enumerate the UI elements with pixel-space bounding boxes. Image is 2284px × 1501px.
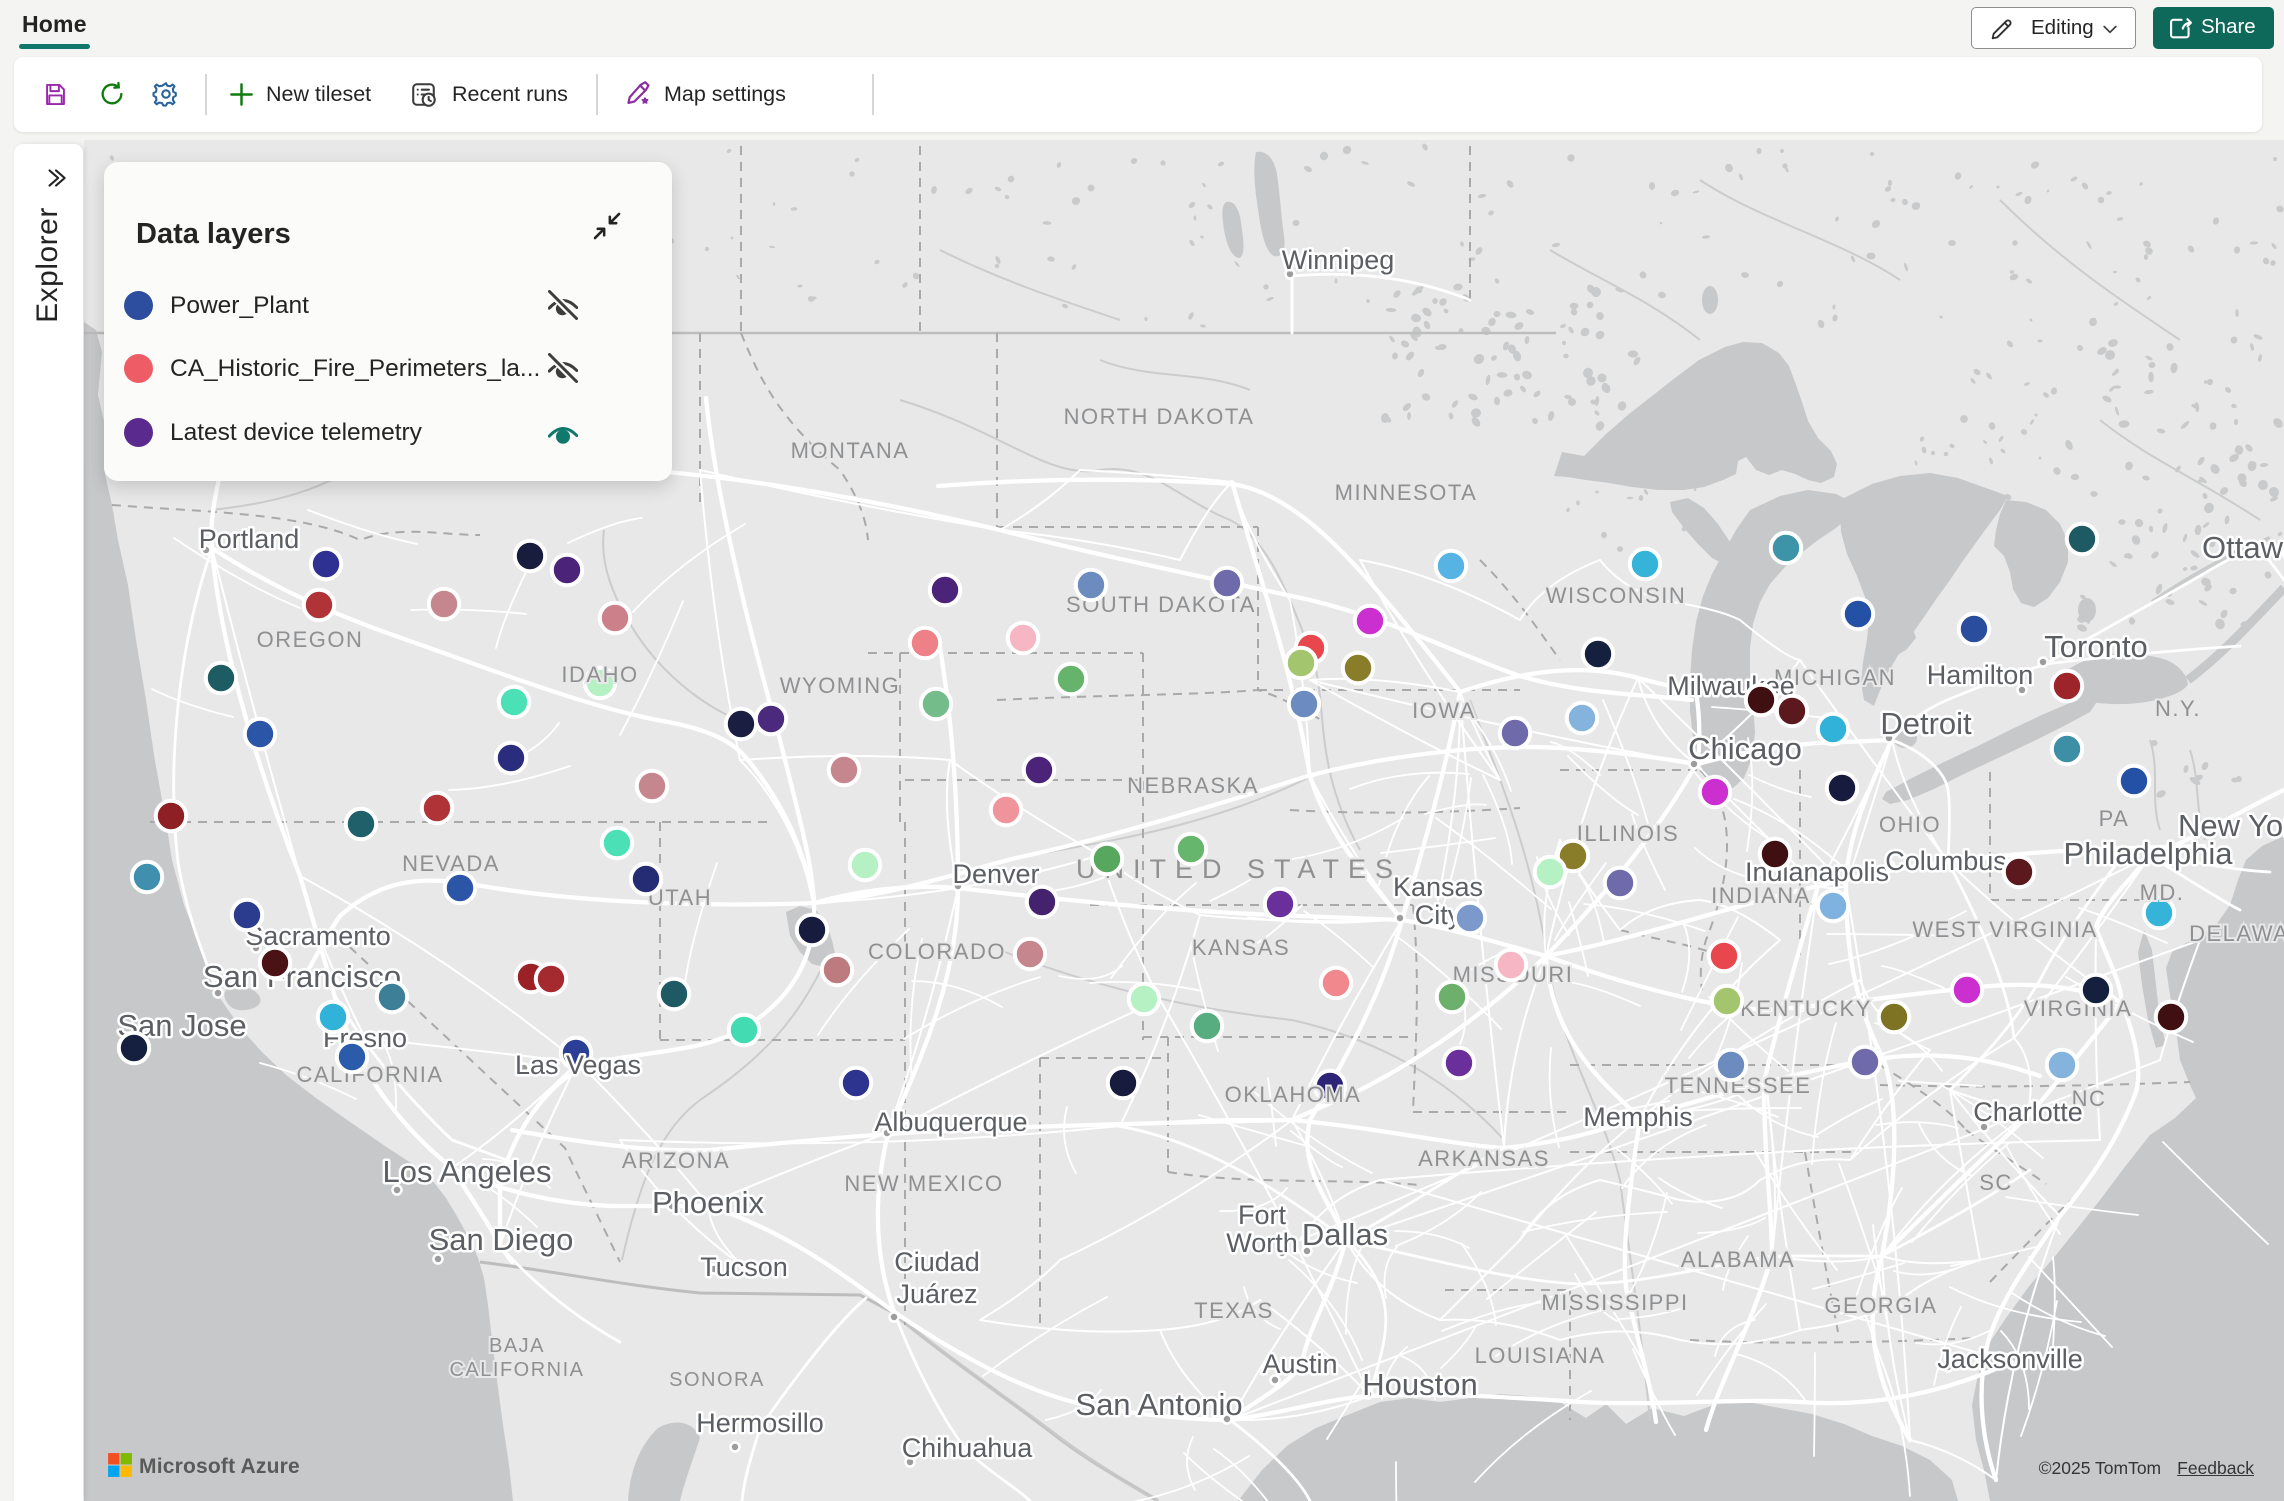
svg-text:Detroit: Detroit xyxy=(1880,706,1972,741)
svg-text:NC: NC xyxy=(2072,1086,2107,1111)
svg-text:Hermosillo: Hermosillo xyxy=(696,1408,824,1438)
svg-text:New York: New York xyxy=(2178,808,2284,843)
svg-text:Sacramento: Sacramento xyxy=(245,921,391,951)
svg-text:Charlotte: Charlotte xyxy=(1973,1097,2083,1127)
svg-text:SONORA: SONORA xyxy=(669,1369,765,1391)
svg-text:CALIFORNIA: CALIFORNIA xyxy=(449,1359,584,1381)
svg-text:UNITED STATES: UNITED STATES xyxy=(1076,854,1402,884)
svg-text:Dallas: Dallas xyxy=(1302,1217,1388,1252)
svg-text:NEW MEXICO: NEW MEXICO xyxy=(844,1171,1003,1196)
svg-text:VIRGINIA: VIRGINIA xyxy=(2024,996,2133,1021)
svg-text:COLORADO: COLORADO xyxy=(868,939,1006,964)
svg-text:Jacksonville: Jacksonville xyxy=(1937,1344,2083,1374)
svg-text:GEORGIA: GEORGIA xyxy=(1824,1293,1937,1318)
svg-text:OREGON: OREGON xyxy=(257,627,364,652)
svg-text:ALABAMA: ALABAMA xyxy=(1681,1247,1795,1272)
svg-text:Albuquerque: Albuquerque xyxy=(874,1107,1027,1137)
svg-text:WYOMING: WYOMING xyxy=(780,673,901,698)
svg-text:PA: PA xyxy=(2099,806,2130,831)
svg-text:DELAWARE: DELAWARE xyxy=(2189,921,2284,946)
svg-text:ARIZONA: ARIZONA xyxy=(622,1148,730,1173)
svg-text:LOUISIANA: LOUISIANA xyxy=(1475,1343,1606,1368)
svg-text:MD.: MD. xyxy=(2140,880,2185,905)
svg-text:Houston: Houston xyxy=(1362,1367,1477,1402)
svg-text:OKLAHOMA: OKLAHOMA xyxy=(1225,1082,1362,1107)
svg-text:MINNESOTA: MINNESOTA xyxy=(1335,480,1478,505)
svg-text:Worth: Worth xyxy=(1226,1228,1298,1258)
svg-text:N.Y.: N.Y. xyxy=(2155,696,2201,721)
svg-text:San Antonio: San Antonio xyxy=(1075,1387,1242,1422)
svg-text:Memphis: Memphis xyxy=(1583,1102,1693,1132)
svg-text:TEXAS: TEXAS xyxy=(1194,1298,1274,1323)
svg-text:Austin: Austin xyxy=(1262,1349,1337,1379)
svg-text:Winnipeg: Winnipeg xyxy=(1282,245,1395,275)
svg-text:ILLINOIS: ILLINOIS xyxy=(1577,821,1679,846)
svg-text:MICHIGAN: MICHIGAN xyxy=(1774,665,1896,690)
svg-text:CALIFORNIA: CALIFORNIA xyxy=(296,1062,443,1087)
svg-text:NEVADA: NEVADA xyxy=(402,851,500,876)
svg-text:Toronto: Toronto xyxy=(2044,629,2147,664)
svg-text:SC: SC xyxy=(1979,1170,2013,1195)
svg-text:MISSISSIPPI: MISSISSIPPI xyxy=(1541,1290,1688,1315)
svg-text:Juárez: Juárez xyxy=(896,1279,977,1309)
svg-text:KANSAS: KANSAS xyxy=(1192,935,1290,960)
svg-text:WISCONSIN: WISCONSIN xyxy=(1546,583,1687,608)
svg-text:Portland: Portland xyxy=(199,524,300,554)
svg-text:Columbus: Columbus xyxy=(1885,846,2007,876)
svg-text:Ottawa: Ottawa xyxy=(2202,530,2284,565)
svg-text:NORTH DAKOTA: NORTH DAKOTA xyxy=(1064,404,1255,429)
svg-text:OHIO: OHIO xyxy=(1879,812,1941,837)
svg-text:Fort: Fort xyxy=(1238,1200,1287,1230)
svg-text:Indianapolis: Indianapolis xyxy=(1745,857,1889,887)
svg-text:Tucson: Tucson xyxy=(700,1252,788,1282)
svg-text:MONTANA: MONTANA xyxy=(791,438,910,463)
svg-text:Los Angeles: Los Angeles xyxy=(383,1154,552,1189)
svg-text:BAJA: BAJA xyxy=(489,1335,545,1357)
svg-text:ARKANSAS: ARKANSAS xyxy=(1418,1146,1550,1171)
svg-text:IOWA: IOWA xyxy=(1412,698,1476,723)
svg-text:Philadelphia: Philadelphia xyxy=(2064,836,2234,871)
svg-text:Chihuahua: Chihuahua xyxy=(902,1433,1034,1463)
svg-text:Ciudad: Ciudad xyxy=(894,1247,980,1277)
svg-text:KENTUCKY: KENTUCKY xyxy=(1740,996,1872,1021)
svg-text:Denver: Denver xyxy=(952,859,1039,889)
svg-text:Hamilton: Hamilton xyxy=(1927,660,2034,690)
svg-text:INDIANA: INDIANA xyxy=(1711,883,1811,908)
svg-text:Las Vegas: Las Vegas xyxy=(515,1050,641,1080)
svg-text:NEBRASKA: NEBRASKA xyxy=(1127,773,1259,798)
svg-text:WEST VIRGINIA: WEST VIRGINIA xyxy=(1912,917,2097,942)
svg-text:San Diego: San Diego xyxy=(429,1222,574,1257)
svg-text:Phoenix: Phoenix xyxy=(652,1185,765,1220)
svg-text:IDAHO: IDAHO xyxy=(561,662,638,687)
svg-text:San Francisco: San Francisco xyxy=(203,959,401,994)
svg-text:Kansas: Kansas xyxy=(1393,872,1483,902)
svg-text:Chicago: Chicago xyxy=(1688,731,1802,766)
